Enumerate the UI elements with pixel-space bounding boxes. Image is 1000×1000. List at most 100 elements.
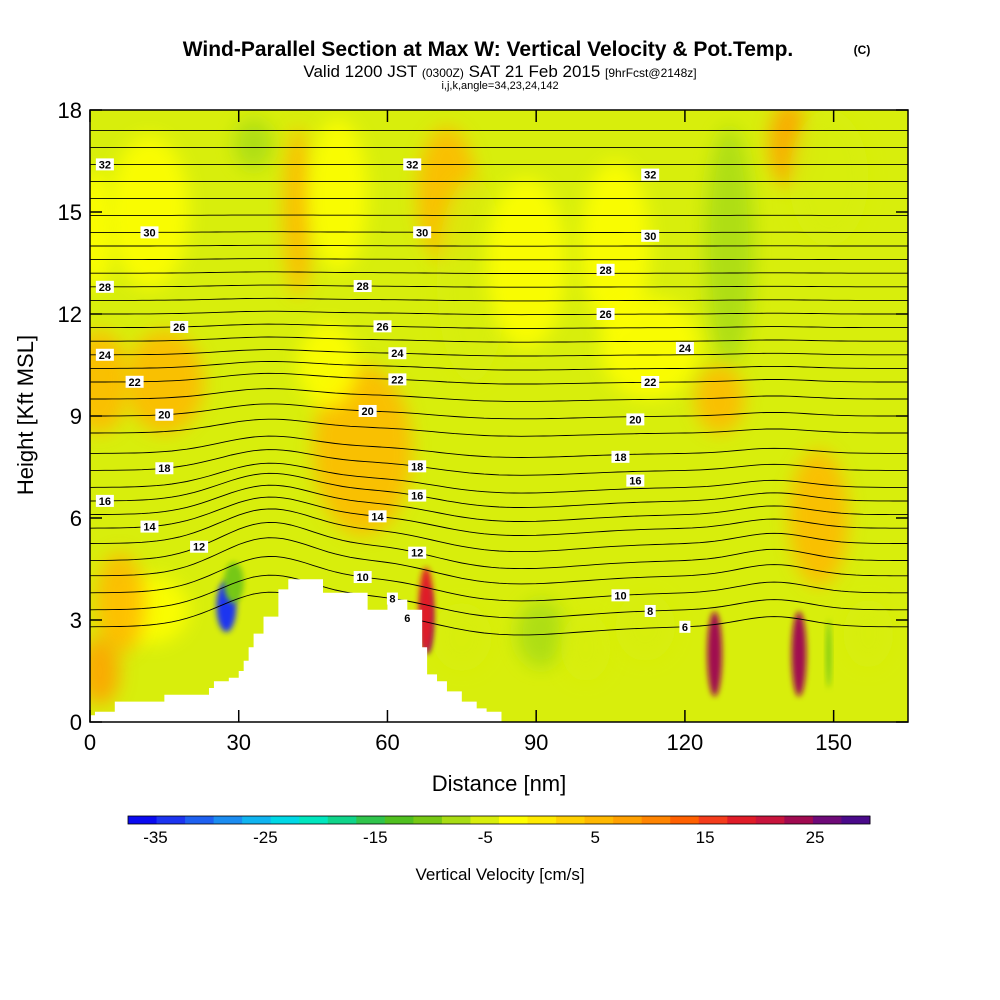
contour-label-bg — [401, 612, 413, 625]
colorbar-swatch — [641, 816, 671, 824]
contour-label-8: 14 — [140, 520, 159, 534]
contour-label-6: 12 — [190, 540, 209, 554]
w-region-14 — [313, 365, 413, 535]
y-axis-ticks: 0 3 6 9 12 15 18 — [58, 98, 908, 735]
contour-label-bg — [403, 158, 422, 171]
colorbar-title: Vertical Velocity [cm/s] — [415, 865, 584, 884]
colorbar-tick-label: 5 — [590, 828, 599, 847]
contour-label-text: 28 — [357, 281, 369, 293]
colorbar-swatch — [698, 816, 728, 824]
chart-subtitle: Valid 1200 JST (0300Z) SAT 21 Feb 2015 [… — [303, 62, 696, 81]
colorbar-tick-label: -25 — [253, 828, 278, 847]
w-region-20 — [94, 552, 145, 654]
contour-label-10: 16 — [95, 494, 114, 508]
contour-label-2: 8 — [386, 592, 398, 606]
colorbar-swatch — [841, 816, 871, 824]
y-axis-title: Height [Kft MSL] — [13, 335, 38, 495]
contour-label-bg — [408, 546, 427, 559]
colorbar-swatch — [128, 816, 158, 824]
contour-label-bg — [95, 280, 114, 293]
contour-label-text: 14 — [371, 511, 384, 523]
theta-contour-15 — [90, 372, 908, 385]
potential-temperature-contours — [90, 129, 908, 636]
contour-label-bg — [675, 342, 694, 354]
contour-label-text: 16 — [99, 496, 111, 508]
theta-contour-24 — [90, 258, 908, 261]
colorbar-frame — [127, 815, 871, 825]
contour-label-text: 24 — [391, 348, 404, 360]
terrain — [90, 579, 502, 722]
theta-contour-2 — [90, 556, 908, 602]
contour-label-35: 18 — [611, 450, 630, 464]
w-region-13 — [124, 331, 205, 433]
contour-label-bg — [611, 589, 630, 602]
contour-label-13: 18 — [408, 460, 427, 473]
colorbar-swatch — [156, 816, 186, 824]
colorbar — [127, 815, 871, 825]
colorbar-swatch — [270, 816, 300, 824]
contour-label-bg — [190, 540, 209, 553]
w-region-15 — [298, 322, 358, 408]
contour-label-text: 20 — [629, 414, 641, 426]
contour-label-text: 16 — [411, 491, 423, 503]
contour-label-bg — [358, 404, 377, 417]
contour-label-bg — [353, 571, 372, 584]
contour-label-3: 8 — [644, 604, 656, 618]
contour-label-text: 22 — [128, 377, 140, 389]
w-feature-6 — [826, 620, 832, 688]
contour-label-bg — [155, 462, 174, 475]
colorbar-swatch — [556, 816, 586, 824]
y-tick-label: 9 — [70, 404, 82, 429]
colorbar-tick-label: -35 — [143, 828, 168, 847]
contour-label-text: 6 — [682, 622, 688, 634]
contour-label-9: 14 — [368, 510, 387, 523]
theta-contour-23 — [90, 271, 908, 274]
theta-contour-26 — [90, 231, 908, 234]
contour-label-bg — [408, 460, 427, 473]
contour-label-text: 28 — [99, 282, 111, 294]
x-tick-label: 30 — [226, 730, 250, 755]
contour-label-bg — [611, 450, 630, 463]
y-tick-label: 0 — [70, 710, 82, 735]
contour-label-bg — [641, 229, 660, 242]
contour-label-7: 12 — [408, 546, 427, 560]
vertical-velocity-field — [90, 110, 894, 705]
contour-label-4: 10 — [353, 571, 372, 584]
theta-contour-20 — [90, 310, 908, 316]
contour-label-33: 22 — [641, 376, 660, 389]
contour-label-text: 20 — [158, 410, 170, 422]
contour-label-5: 10 — [611, 589, 630, 602]
w-region-11 — [789, 110, 869, 246]
contour-label-bg — [679, 620, 691, 633]
copyright-mark: (C) — [854, 43, 871, 57]
w-region-16 — [600, 297, 700, 399]
contour-label-11: 16 — [408, 489, 427, 503]
contour-label-text: 12 — [193, 542, 205, 554]
contour-label-text: 26 — [173, 322, 185, 334]
subtitle-utc: (0300Z) — [422, 66, 464, 80]
colorbar-swatch — [755, 816, 785, 824]
contour-label-30: 28 — [596, 263, 615, 277]
colorbar-tick-label: 25 — [806, 828, 825, 847]
contour-label-26: 32 — [95, 158, 114, 171]
colorbar-swatch — [527, 816, 557, 824]
colorbar-swatch — [242, 816, 272, 824]
contour-label-14: 20 — [155, 408, 174, 422]
contour-label-27: 32 — [403, 158, 422, 171]
w-region-25 — [615, 592, 675, 661]
w-region-18 — [789, 450, 849, 586]
contour-label-text: 30 — [143, 227, 155, 239]
contour-label-24: 30 — [140, 226, 159, 239]
contour-label-text: 6 — [404, 613, 410, 625]
contour-label-bg — [125, 375, 144, 388]
contour-label-text: 22 — [644, 377, 656, 389]
contour-label-text: 8 — [389, 594, 395, 606]
w-region-2 — [233, 118, 274, 170]
contour-label-bg — [95, 158, 114, 171]
contour-label-text: 22 — [391, 374, 403, 386]
contour-label-text: 10 — [357, 572, 369, 584]
contour-label-18: 24 — [95, 348, 114, 362]
colorbar-tick-label: 15 — [696, 828, 715, 847]
contour-label-bg — [353, 280, 372, 293]
